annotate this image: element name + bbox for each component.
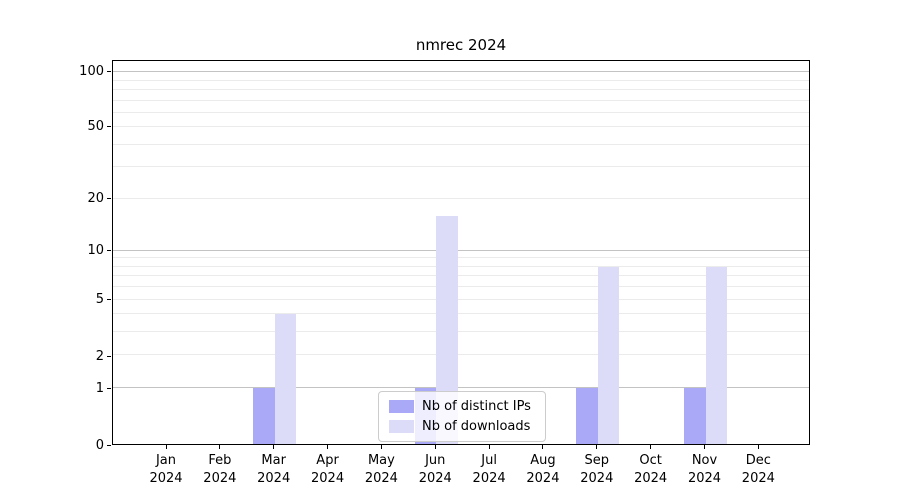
xtick-label-oct: Oct 2024	[634, 453, 668, 486]
gridline-y-50	[113, 126, 809, 128]
xtick-mark-mar	[273, 445, 275, 449]
chart-title: nmrec 2024	[415, 36, 507, 54]
xtick-mark-aug	[542, 445, 544, 449]
ytick-label-2: 2	[95, 348, 104, 364]
gridline-y-100	[113, 71, 809, 73]
legend-swatch-distinct-ips	[389, 400, 414, 413]
ytick-mark-20	[107, 197, 111, 199]
ytick-label-5: 5	[95, 292, 104, 308]
ytick-label-0: 0	[95, 437, 104, 453]
legend-row-distinct-ips: Nb of distinct IPs	[389, 399, 535, 414]
gridline-y-70	[113, 99, 809, 101]
bar-downloads-nov	[705, 266, 727, 444]
bar-downloads-mar	[274, 314, 297, 444]
gridline-y-40	[113, 143, 809, 145]
ytick-mark-10	[107, 250, 111, 252]
gridline-y-20	[113, 197, 809, 199]
xtick-label-aug: Aug 2024	[526, 453, 560, 486]
xtick-mark-jun	[434, 445, 436, 449]
ytick-mark-5	[107, 299, 111, 301]
xtick-label-apr: Apr 2024	[311, 453, 345, 486]
gridline-y-90	[113, 79, 809, 81]
xtick-mark-jan	[165, 445, 167, 449]
legend-label-downloads: Nb of downloads	[422, 419, 531, 434]
xtick-label-jan: Jan 2024	[149, 453, 183, 486]
xtick-mark-sep	[596, 445, 598, 449]
xtick-label-mar: Mar 2024	[257, 453, 291, 486]
plot-area: Nb of distinct IPs Nb of downloads	[112, 60, 810, 445]
ytick-mark-50	[107, 126, 111, 128]
legend: Nb of distinct IPs Nb of downloads	[378, 391, 546, 442]
xtick-label-sep: Sep 2024	[580, 453, 614, 486]
xtick-label-jul: Jul 2024	[472, 453, 506, 486]
legend-label-distinct-ips: Nb of distinct IPs	[422, 399, 531, 414]
xtick-mark-dec	[757, 445, 759, 449]
legend-row-downloads: Nb of downloads	[389, 419, 535, 434]
xtick-label-nov: Nov 2024	[687, 453, 722, 486]
gridline-y-10	[113, 249, 809, 251]
xtick-label-feb: Feb 2024	[203, 453, 237, 486]
gridline-y-30	[113, 166, 809, 168]
ytick-mark-100	[107, 70, 111, 72]
xtick-mark-feb	[219, 445, 221, 449]
ytick-label-10: 10	[87, 243, 104, 259]
bar-ips-mar	[253, 388, 275, 444]
xtick-label-dec: Dec 2024	[741, 453, 775, 486]
xtick-label-may: May 2024	[364, 453, 398, 486]
bar-ips-sep	[576, 388, 598, 444]
ytick-mark-1	[107, 388, 111, 390]
ytick-label-100: 100	[79, 63, 104, 79]
ytick-label-50: 50	[87, 119, 104, 135]
xtick-mark-nov	[704, 445, 705, 449]
gridline-y-9	[113, 257, 809, 259]
xtick-mark-apr	[327, 445, 329, 449]
bar-downloads-sep	[597, 266, 620, 444]
gridline-y-60	[113, 111, 809, 113]
xtick-mark-oct	[650, 445, 652, 449]
ytick-label-20: 20	[87, 190, 104, 206]
bar-downloads-jun	[436, 215, 458, 444]
ytick-mark-2	[107, 355, 111, 357]
xtick-mark-jul	[488, 445, 490, 449]
ytick-mark-0	[107, 444, 111, 446]
legend-swatch-downloads	[389, 420, 414, 433]
xtick-label-jun: Jun 2024	[418, 453, 452, 486]
bar-ips-nov	[684, 388, 706, 444]
ytick-label-1: 1	[95, 381, 104, 397]
gridline-y-80	[113, 88, 809, 90]
xtick-mark-may	[380, 445, 382, 449]
